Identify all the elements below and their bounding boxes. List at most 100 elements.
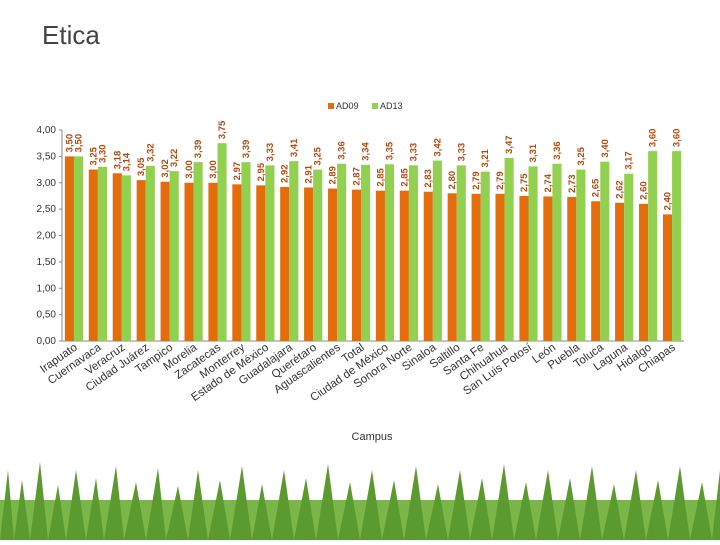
slide-title: Etica [42, 20, 100, 50]
bar [256, 185, 266, 341]
bar [208, 182, 218, 341]
bar [97, 166, 107, 341]
bar [184, 182, 194, 341]
bar [528, 166, 538, 341]
value-label: 3,50 [64, 134, 75, 153]
bar [648, 151, 658, 341]
bar [375, 190, 385, 341]
value-label: 3,36 [337, 141, 348, 160]
value-label: 3,40 [600, 139, 611, 158]
bar [121, 175, 131, 341]
bar [624, 173, 634, 341]
bar [519, 195, 529, 341]
bar [241, 162, 251, 341]
y-tick-label: 0,50 [37, 310, 57, 321]
value-label: 3,41 [289, 138, 300, 157]
legend-label: AD09 [336, 101, 359, 111]
bar [232, 184, 242, 341]
x-axis-title: Campus [352, 431, 393, 443]
value-label: 3,00 [184, 160, 195, 179]
value-label: 2,40 [662, 192, 673, 211]
value-label: 3,22 [169, 149, 180, 168]
value-label: 3,34 [361, 142, 372, 161]
bar [504, 157, 514, 341]
value-label: 3,17 [624, 151, 635, 170]
bar [591, 201, 601, 341]
value-label: 2,75 [519, 173, 530, 192]
bar [456, 165, 466, 341]
value-label: 3,25 [88, 146, 99, 165]
y-tick-label: 1,00 [37, 283, 57, 294]
value-label: 3,33 [408, 143, 419, 162]
value-label: 3,33 [265, 143, 276, 162]
value-label: 2,74 [543, 173, 554, 192]
value-label: 3,32 [145, 143, 156, 162]
value-label: 3,39 [193, 140, 204, 159]
bar [408, 165, 418, 341]
value-label: 3,42 [432, 138, 443, 157]
value-label: 3,75 [217, 120, 228, 139]
bar [432, 160, 442, 341]
value-label: 2,97 [232, 162, 243, 181]
bar [576, 169, 586, 341]
y-tick-label: 4,00 [37, 125, 57, 136]
y-tick-label: 3,50 [37, 151, 57, 162]
bar [639, 203, 649, 341]
value-label: 2,85 [375, 167, 386, 186]
bar [480, 171, 490, 341]
bar [160, 181, 170, 341]
value-label: 2,60 [639, 181, 650, 200]
value-label: 2,89 [328, 166, 339, 185]
legend-swatch [372, 103, 378, 109]
bar [672, 151, 682, 341]
bar [495, 193, 505, 341]
bar [552, 163, 562, 341]
bar [313, 169, 323, 341]
value-label: 3,47 [504, 135, 515, 154]
y-tick-label: 2,00 [37, 231, 57, 242]
bar [169, 171, 179, 341]
value-label: 3,39 [241, 140, 252, 158]
bar [217, 143, 227, 341]
value-label: 3,05 [136, 157, 147, 176]
value-label: 3,31 [528, 143, 539, 162]
y-tick-label: 3,00 [37, 178, 57, 189]
value-label: 3,36 [552, 141, 563, 160]
bar [136, 180, 146, 341]
value-label: 3,25 [576, 146, 587, 165]
bar [64, 156, 74, 341]
value-label: 3,33 [456, 143, 467, 162]
value-label: 2,87 [351, 167, 362, 186]
bar [193, 162, 203, 341]
value-label: 2,85 [399, 167, 410, 186]
bar [600, 161, 610, 341]
bar [304, 187, 314, 341]
bar [351, 189, 362, 341]
value-label: 3,02 [160, 159, 171, 178]
bar [265, 165, 275, 341]
value-label: 2,91 [304, 164, 315, 183]
value-label: 2,83 [423, 169, 434, 188]
bar [280, 186, 290, 341]
value-label: 2,92 [280, 164, 291, 183]
legend-label: AD13 [380, 101, 403, 111]
value-label: 3,60 [672, 129, 683, 148]
bar [384, 164, 395, 341]
y-tick-label: 1,50 [37, 257, 57, 268]
bar [423, 191, 433, 341]
value-label: 2,65 [591, 178, 602, 197]
bar [112, 173, 122, 341]
bar [145, 165, 155, 341]
value-label: 3,35 [385, 141, 396, 160]
value-label: 2,79 [495, 171, 506, 189]
bar [88, 169, 98, 341]
value-label: 2,80 [447, 171, 458, 190]
y-tick-label: 0,00 [37, 336, 57, 347]
bar [662, 214, 673, 341]
bar [447, 193, 457, 341]
bar [73, 156, 84, 341]
bar [337, 163, 347, 341]
value-label: 2,62 [615, 180, 626, 199]
bar [471, 193, 481, 341]
value-label: 3,30 [97, 144, 108, 163]
